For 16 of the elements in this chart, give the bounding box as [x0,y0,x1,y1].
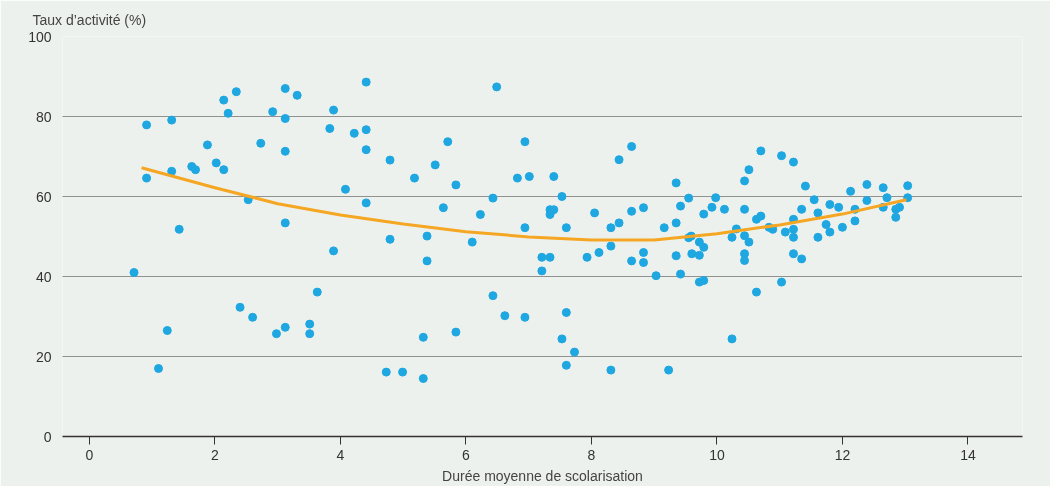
y-tick-label: 80 [35,108,52,125]
x-tick-label: 8 [587,446,596,463]
y-tick-label: 60 [35,188,52,205]
y-tick-label: 40 [35,268,52,285]
y-tick-label: 0 [43,428,52,445]
x-tick-label: 2 [211,446,220,463]
x-tick-label: 4 [336,446,345,463]
x-tick-label: 14 [960,446,976,463]
x-tick-label: 6 [462,446,471,463]
x-tick-label: 10 [709,446,725,463]
y-axis-title: Taux d’activité (%) [32,11,147,28]
x-tick-label: 12 [834,446,851,463]
y-tick-label: 20 [35,348,52,365]
y-tick-label: 100 [28,28,52,45]
x-axis-title: Durée moyenne de scolarisation [442,467,643,484]
x-tick-label: 0 [85,446,94,463]
